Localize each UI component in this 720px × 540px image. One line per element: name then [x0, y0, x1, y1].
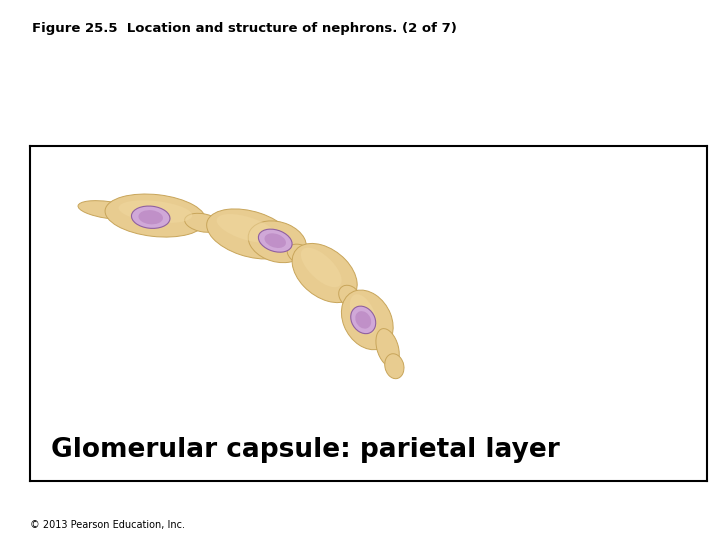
Ellipse shape — [351, 306, 376, 334]
Text: © 2013 Pearson Education, Inc.: © 2013 Pearson Education, Inc. — [30, 520, 185, 530]
Ellipse shape — [119, 200, 192, 223]
Ellipse shape — [184, 213, 221, 232]
Ellipse shape — [138, 210, 163, 224]
Ellipse shape — [301, 248, 342, 287]
Ellipse shape — [105, 194, 206, 237]
Ellipse shape — [355, 311, 372, 329]
Ellipse shape — [338, 285, 361, 308]
Ellipse shape — [264, 233, 286, 248]
Ellipse shape — [207, 209, 294, 259]
Ellipse shape — [248, 221, 307, 262]
Text: Figure 25.5  Location and structure of nephrons. (2 of 7): Figure 25.5 Location and structure of ne… — [32, 22, 457, 35]
Ellipse shape — [350, 294, 377, 334]
Ellipse shape — [384, 354, 404, 379]
Text: Glomerular capsule: parietal layer: Glomerular capsule: parietal layer — [50, 437, 559, 463]
Ellipse shape — [78, 201, 138, 219]
Ellipse shape — [132, 206, 170, 228]
Ellipse shape — [287, 244, 315, 265]
Ellipse shape — [217, 214, 277, 242]
Ellipse shape — [376, 329, 400, 367]
Ellipse shape — [292, 244, 357, 302]
Ellipse shape — [341, 290, 393, 350]
Ellipse shape — [258, 229, 292, 252]
